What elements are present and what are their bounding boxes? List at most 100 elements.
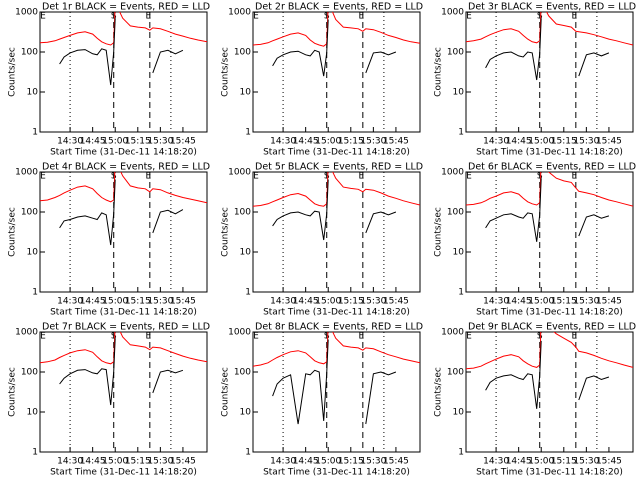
x-tick-label: 15:45 [596, 457, 622, 467]
annotation: E [571, 172, 577, 182]
annotation: E [571, 12, 577, 22]
plot-frame [465, 331, 634, 453]
series-line [485, 178, 542, 242]
y-axis-label: Counts/sec [434, 47, 444, 97]
annotation: E [145, 12, 151, 22]
chart-title: Det 7r BLACK = Events, RED = LLD [42, 322, 210, 333]
x-tick-label: 15:30 [573, 297, 599, 307]
y-tick-label: 1 [32, 128, 38, 138]
series-line [365, 51, 397, 74]
y-axis-label: Counts/sec [8, 207, 18, 257]
x-tick-label: 15:30 [147, 297, 173, 307]
y-tick-label: 100 [21, 48, 38, 58]
series-line [253, 332, 420, 367]
y-tick-label: 1000 [228, 168, 251, 178]
plot-frame [252, 11, 421, 133]
series-line [253, 12, 420, 47]
chart-title: Det 6r BLACK = Events, RED = LLD [468, 162, 636, 173]
series-line [40, 172, 207, 204]
plot-frame [39, 171, 208, 293]
y-tick-label: 10 [240, 408, 252, 418]
annotation: S [537, 332, 543, 342]
series-line [59, 338, 116, 406]
series-line [466, 332, 633, 370]
series-line [152, 369, 184, 394]
y-tick-label: 1 [32, 288, 38, 298]
y-tick-label: 1 [245, 288, 251, 298]
y-tick-label: 100 [234, 208, 251, 218]
x-tick-label: 14:45 [506, 137, 532, 147]
plot-frame [465, 11, 634, 133]
x-tick-label: 15:30 [147, 457, 173, 467]
chart-title: Det 2r BLACK = Events, RED = LLD [255, 2, 423, 13]
series-line [578, 52, 610, 77]
y-tick-label: 1000 [15, 328, 38, 338]
x-tick-label: 15:45 [596, 137, 622, 147]
y-tick-label: 10 [27, 408, 39, 418]
y-tick-label: 10 [453, 248, 465, 258]
plot-frame [39, 331, 208, 453]
x-tick-label: 15:45 [383, 137, 409, 147]
x-tick-label: 15:00 [528, 457, 554, 467]
x-tick-label: 15:15 [125, 297, 151, 307]
x-axis-label: Start Time (31-Dec-11 14:18:20) [263, 468, 410, 478]
y-tick-label: 1 [245, 448, 251, 458]
x-tick-label: 15:00 [315, 457, 341, 467]
x-tick-label: 14:30 [483, 297, 509, 307]
annotation: E [40, 332, 46, 342]
x-tick-label: 14:45 [506, 457, 532, 467]
x-tick-label: 15:45 [170, 457, 196, 467]
x-axis-label: Start Time (31-Dec-11 14:18:20) [476, 148, 623, 158]
annotation: E [466, 332, 472, 342]
x-tick-label: 15:00 [315, 297, 341, 307]
y-tick-label: 100 [447, 368, 464, 378]
x-tick-label: 15:15 [338, 137, 364, 147]
y-tick-label: 100 [234, 368, 251, 378]
x-tick-label: 15:15 [551, 297, 577, 307]
y-tick-label: 1 [32, 448, 38, 458]
y-tick-label: 1 [458, 128, 464, 138]
series-line [152, 209, 184, 234]
annotation: E [253, 12, 259, 22]
x-axis-label: Start Time (31-Dec-11 14:18:20) [476, 468, 623, 478]
chart-title: Det 9r BLACK = Events, RED = LLD [468, 322, 636, 333]
x-tick-label: 15:15 [125, 137, 151, 147]
series-line [152, 49, 184, 74]
annotation: E [466, 12, 472, 22]
y-tick-label: 1 [458, 288, 464, 298]
x-tick-label: 15:15 [551, 137, 577, 147]
series-line [365, 371, 397, 425]
x-tick-label: 15:00 [528, 297, 554, 307]
x-tick-label: 15:30 [360, 297, 386, 307]
y-tick-label: 100 [234, 48, 251, 58]
plot-frame [252, 331, 421, 453]
y-axis-label: Counts/sec [434, 367, 444, 417]
annotation: S [111, 172, 117, 182]
series-line [59, 179, 116, 246]
x-tick-label: 14:30 [270, 297, 296, 307]
y-axis-label: Counts/sec [8, 367, 18, 417]
plot-frame [465, 171, 634, 293]
x-tick-label: 15:00 [102, 137, 128, 147]
series-line [466, 172, 633, 207]
annotation: E [145, 172, 151, 182]
x-tick-label: 15:45 [596, 297, 622, 307]
y-tick-label: 1 [245, 128, 251, 138]
y-tick-label: 1000 [228, 328, 251, 338]
y-tick-label: 1000 [228, 8, 251, 18]
y-axis-label: Counts/sec [434, 207, 444, 257]
y-axis-label: Counts/sec [221, 207, 231, 257]
x-tick-label: 15:30 [573, 137, 599, 147]
x-tick-label: 14:45 [80, 137, 106, 147]
chart-title: Det 3r BLACK = Events, RED = LLD [468, 2, 636, 13]
series-line [272, 19, 329, 77]
x-tick-label: 14:45 [80, 297, 106, 307]
series-line [485, 340, 542, 409]
series-line [272, 179, 329, 241]
x-tick-label: 14:45 [293, 457, 319, 467]
y-tick-label: 1 [458, 448, 464, 458]
annotation: E [358, 172, 364, 182]
annotation: S [111, 332, 117, 342]
annotation: S [537, 12, 543, 22]
